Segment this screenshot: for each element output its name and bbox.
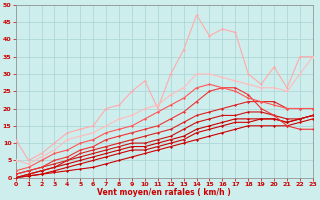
X-axis label: Vent moyen/en rafales ( km/h ): Vent moyen/en rafales ( km/h ) (97, 188, 231, 197)
